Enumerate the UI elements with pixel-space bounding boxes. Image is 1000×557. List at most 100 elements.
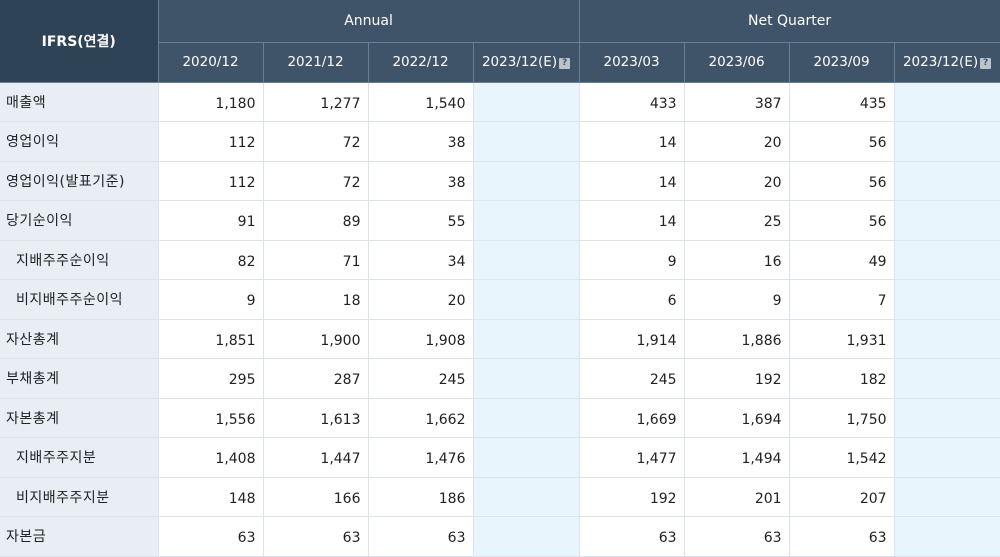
quarter-col-header: 2023/09: [789, 42, 895, 83]
annual-value-cell: 1,851: [158, 319, 264, 359]
quarter-value-cell: 201: [684, 477, 790, 517]
quarter-value-cell: 1,694: [684, 398, 790, 438]
quarter-estimate-cell: [894, 358, 1000, 399]
quarter-col-header: 2023/03: [579, 42, 685, 83]
row-label: 지배주주순이익: [0, 240, 159, 280]
annual-estimate-cell: [473, 121, 580, 162]
quarter-value-cell: 1,542: [789, 437, 895, 478]
annual-value-cell: 1,180: [158, 82, 264, 122]
annual-value-cell: 55: [368, 200, 474, 241]
row-label: 부채총계: [0, 358, 159, 399]
annual-value-cell: 89: [263, 200, 369, 241]
annual-estimate-col-header: 2023/12(E)?: [473, 42, 580, 83]
annual-value-cell: 1,908: [368, 319, 474, 359]
table-row: 지배주주순이익 82 71 34 9 16 49: [0, 240, 1000, 280]
annual-estimate-cell: [473, 279, 580, 320]
table-row: 자본총계 1,556 1,613 1,662 1,669 1,694 1,750: [0, 398, 1000, 438]
annual-value-cell: 112: [158, 121, 264, 162]
quarter-value-cell: 20: [684, 161, 790, 201]
annual-estimate-cell: [473, 358, 580, 399]
row-label: 영업이익: [0, 121, 159, 162]
quarter-value-cell: 14: [579, 161, 685, 201]
annual-estimate-cell: [473, 516, 580, 557]
annual-value-cell: 63: [158, 516, 264, 557]
annual-value-cell: 91: [158, 200, 264, 241]
period-label: 2020/12: [182, 54, 239, 70]
annual-estimate-cell: [473, 437, 580, 478]
quarter-estimate-cell: [894, 82, 1000, 122]
table-row: 자산총계 1,851 1,900 1,908 1,914 1,886 1,931: [0, 319, 1000, 359]
annual-value-cell: 38: [368, 161, 474, 201]
table-row: 부채총계 295 287 245 245 192 182: [0, 358, 1000, 399]
annual-value-cell: 63: [263, 516, 369, 557]
quarter-value-cell: 1,669: [579, 398, 685, 438]
quarter-value-cell: 1,886: [684, 319, 790, 359]
row-label: 당기순이익: [0, 200, 159, 241]
quarter-value-cell: 1,494: [684, 437, 790, 478]
table-row: 자본금 63 63 63 63 63 63: [0, 516, 1000, 557]
annual-value-cell: 245: [368, 358, 474, 399]
row-label: 지배주주지분: [0, 437, 159, 478]
annual-value-cell: 295: [158, 358, 264, 399]
annual-col-header: 2021/12: [263, 42, 369, 83]
annual-value-cell: 34: [368, 240, 474, 280]
question-icon[interactable]: ?: [559, 58, 571, 69]
quarter-value-cell: 9: [579, 240, 685, 280]
quarter-value-cell: 20: [684, 121, 790, 162]
annual-value-cell: 186: [368, 477, 474, 517]
question-icon[interactable]: ?: [980, 58, 992, 69]
quarter-group-header: Net Quarter: [579, 0, 1000, 43]
annual-value-cell: 287: [263, 358, 369, 399]
quarter-value-cell: 49: [789, 240, 895, 280]
quarter-estimate-cell: [894, 200, 1000, 241]
annual-value-cell: 1,900: [263, 319, 369, 359]
period-label: 2023/09: [813, 54, 870, 70]
table-row: 비지배주주순이익 9 18 20 6 9 7: [0, 279, 1000, 320]
quarter-value-cell: 7: [789, 279, 895, 320]
row-label: 영업이익(발표기준): [0, 161, 159, 201]
annual-value-cell: 112: [158, 161, 264, 201]
period-label: 2023/06: [708, 54, 765, 70]
quarter-value-cell: 387: [684, 82, 790, 122]
table-row: 매출액 1,180 1,277 1,540 433 387 435: [0, 82, 1000, 122]
annual-estimate-cell: [473, 240, 580, 280]
quarter-value-cell: 56: [789, 121, 895, 162]
annual-value-cell: 38: [368, 121, 474, 162]
annual-estimate-cell: [473, 319, 580, 359]
row-label: 매출액: [0, 82, 159, 122]
annual-value-cell: 148: [158, 477, 264, 517]
table-body: 매출액 1,180 1,277 1,540 433 387 435 영업이익 112 72 38 14…: [0, 82, 1000, 557]
annual-value-cell: 20: [368, 279, 474, 320]
quarter-value-cell: 14: [579, 121, 685, 162]
annual-estimate-cell: [473, 477, 580, 517]
period-label: 2021/12: [287, 54, 344, 70]
quarter-value-cell: 192: [684, 358, 790, 399]
annual-col-header: 2020/12: [158, 42, 264, 83]
table-row: 비지배주주지분 148 166 186 192 201 207: [0, 477, 1000, 517]
quarter-value-cell: 1,750: [789, 398, 895, 438]
annual-value-cell: 72: [263, 161, 369, 201]
row-label: 자본총계: [0, 398, 159, 438]
quarter-value-cell: 63: [579, 516, 685, 557]
annual-value-cell: 1,476: [368, 437, 474, 478]
quarter-estimate-cell: [894, 161, 1000, 201]
quarter-estimate-cell: [894, 437, 1000, 478]
annual-value-cell: 71: [263, 240, 369, 280]
quarter-value-cell: 192: [579, 477, 685, 517]
annual-estimate-cell: [473, 82, 580, 122]
period-label: 2022/12: [392, 54, 449, 70]
annual-value-cell: 1,556: [158, 398, 264, 438]
quarter-value-cell: 182: [789, 358, 895, 399]
quarter-value-cell: 16: [684, 240, 790, 280]
quarter-value-cell: 9: [684, 279, 790, 320]
accounting-standard-header: IFRS(연결): [0, 0, 159, 83]
annual-value-cell: 1,447: [263, 437, 369, 478]
quarter-estimate-cell: [894, 398, 1000, 438]
quarter-value-cell: 433: [579, 82, 685, 122]
table-row: 영업이익(발표기준) 112 72 38 14 20 56: [0, 161, 1000, 201]
quarter-estimate-cell: [894, 516, 1000, 557]
quarter-estimate-cell: [894, 279, 1000, 320]
table-row: 영업이익 112 72 38 14 20 56: [0, 121, 1000, 162]
period-label: 2023/03: [603, 54, 660, 70]
